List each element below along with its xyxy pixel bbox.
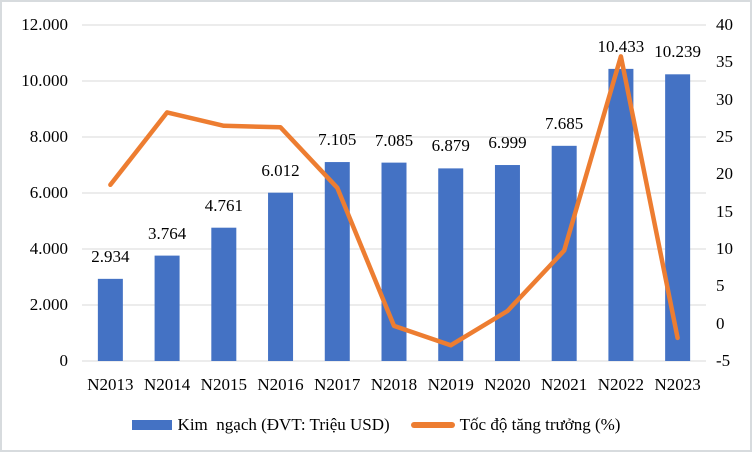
right-axis-tick: 20 xyxy=(716,164,733,184)
right-axis-tick: 40 xyxy=(716,15,733,34)
line-series-label: Tốc độ tăng trưởng (%) xyxy=(459,415,621,434)
legend-item-toc-do-tang-truong: Tốc độ tăng trưởng (%) xyxy=(410,414,621,436)
x-axis-label: N2014 xyxy=(143,375,191,394)
bar-value-label: 7.685 xyxy=(545,113,584,133)
x-axis-label: N2013 xyxy=(87,375,134,394)
legend-item-kim-ngach: Kim ngạch (ĐVT: Triệu USD) xyxy=(131,414,390,436)
right-axis-tick: -5 xyxy=(716,351,731,370)
bar-series-swatch-icon xyxy=(131,420,172,430)
right-axis-tick: 25 xyxy=(716,127,733,146)
line-series-swatch-icon xyxy=(410,422,455,428)
bar-N2019 xyxy=(438,168,464,361)
bar-value-label: 6.999 xyxy=(488,133,527,153)
x-axis-label: N2023 xyxy=(654,375,701,394)
bar-N2014 xyxy=(154,255,180,361)
left-axis-tick: 2.000 xyxy=(29,295,68,314)
left-axis-tick: 12.000 xyxy=(21,15,68,34)
left-axis-tick: 4.000 xyxy=(29,239,68,258)
bar-N2015 xyxy=(211,227,237,361)
right-axis-tick: 30 xyxy=(716,89,733,109)
legend: Kim ngạch (ĐVT: Triệu USD) Tốc độ tăng t… xyxy=(2,413,750,437)
x-axis-label: N2022 xyxy=(597,375,645,394)
bar-value-label: 7.105 xyxy=(318,130,357,150)
x-axis-label: N2021 xyxy=(541,375,588,394)
bar-value-label: 10.239 xyxy=(654,42,701,62)
x-axis-label: N2019 xyxy=(427,375,474,394)
left-axis-tick: 10.000 xyxy=(21,71,68,90)
bar-N2023 xyxy=(665,74,691,362)
left-axis-tick: 6.000 xyxy=(29,183,68,202)
right-axis-tick: 15 xyxy=(716,201,733,221)
right-axis-tick: 10 xyxy=(716,239,733,258)
right-axis-tick: 0 xyxy=(716,313,725,333)
x-axis-label: N2018 xyxy=(370,375,418,394)
right-axis-tick: 5 xyxy=(716,276,725,296)
bar-value-label: 6.879 xyxy=(431,136,470,156)
bar-value-label: 7.085 xyxy=(374,130,414,150)
bar-N2017 xyxy=(324,162,350,361)
bar-value-label: 3.764 xyxy=(147,223,187,243)
bar-value-label: 6.012 xyxy=(261,160,300,180)
bar-N2020 xyxy=(494,165,520,361)
x-axis-label: N2017 xyxy=(314,375,361,394)
bar-value-label: 4.761 xyxy=(204,195,243,215)
bar-value-label: 10.433 xyxy=(597,36,645,56)
bar-N2022 xyxy=(608,68,634,361)
right-axis-tick: 35 xyxy=(716,52,733,72)
bar-series-label: Kim ngạch (ĐVT: Triệu USD) xyxy=(177,415,390,434)
bar-N2016 xyxy=(268,192,294,361)
left-axis-tick: 0 xyxy=(59,351,69,370)
growth-rate-line xyxy=(108,54,680,348)
x-axis-label: N2020 xyxy=(484,375,531,394)
left-axis-tick: 8.000 xyxy=(29,127,68,146)
x-axis-label: N2015 xyxy=(200,375,247,394)
bar-value-label: 2.934 xyxy=(91,246,130,266)
x-axis-label: N2016 xyxy=(257,375,304,394)
bar-N2013 xyxy=(97,278,123,361)
